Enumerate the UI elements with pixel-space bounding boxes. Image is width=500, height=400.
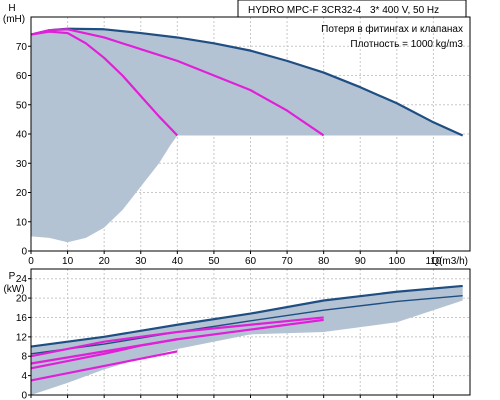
y-tick-label: 0 (21, 247, 27, 258)
operating-range-area (31, 285, 463, 395)
curve-p2-max (30, 294, 463, 355)
y-tick-label: 20 (16, 188, 28, 199)
x-tick-label: 60 (245, 256, 257, 267)
x-tick-label: 110 (425, 256, 441, 267)
x-tick-label: 10 (62, 256, 74, 267)
x-tick-label: 100 (388, 256, 405, 267)
y-tick-label: 30 (16, 159, 28, 170)
y-tick-label: 40 (16, 130, 28, 141)
x-axis-label: Q(m3/h) (431, 256, 468, 267)
y-tick-label: 50 (16, 100, 28, 111)
curve-p1-max (30, 284, 463, 348)
y-tick-label: 60 (16, 71, 28, 82)
y-tick-label: 4 (21, 371, 27, 382)
curve-duty-2 (30, 28, 325, 137)
x-tick-label: 20 (99, 256, 111, 267)
curve-max-curve (30, 27, 464, 137)
curve-duty-2-p2 (30, 316, 324, 358)
y-axis-unit: (kW) (3, 284, 24, 295)
header-supply: 3* 400 V, 50 Hz (370, 5, 439, 16)
y-tick-label: 16 (16, 313, 28, 324)
power-chart: 0 4 8 12 16 20 24P (kW) (3, 268, 471, 400)
x-tick-label: 80 (318, 256, 330, 267)
header-model: HYDRO MPC-F 3CR32-4 (248, 5, 362, 16)
x-tick-label: 70 (282, 256, 294, 267)
curve-duty-2-p1 (30, 318, 324, 365)
x-tick-label: 90 (355, 256, 367, 267)
note-density: Плотность = 1000 kg/m3 (350, 39, 463, 50)
y-tick-label: 8 (21, 352, 27, 363)
operating-range-area (31, 28, 463, 243)
head-chart: 0 10 20 30 40 50 60 70 0 10 20 30 40 50 60 70 80 90 100 110… (3, 3, 471, 267)
y-axis-label: P (9, 271, 16, 282)
x-tick-label: 40 (172, 256, 184, 267)
y-tick-label: 10 (16, 217, 28, 228)
y-tick-label: 12 (16, 332, 28, 343)
y-tick-label: 0 (21, 391, 27, 400)
curve-duty-1-p1 (30, 350, 178, 382)
y-axis-label: H (8, 3, 15, 14)
curve-duty-1 (30, 30, 179, 137)
x-tick-label: 0 (28, 256, 34, 267)
y-tick-label: 20 (16, 294, 28, 305)
header-box: HYDRO MPC-F 3CR32-4 3* 400 V, 50 Hz (237, 0, 467, 18)
x-tick-label: 30 (135, 256, 147, 267)
note-losses: Потеря в фитингах и клапанах (321, 23, 463, 35)
x-tick-label: 50 (208, 256, 220, 267)
y-tick-label: 24 (16, 274, 28, 285)
y-axis-unit: (mH) (3, 14, 25, 25)
y-tick-label: 70 (16, 42, 28, 53)
